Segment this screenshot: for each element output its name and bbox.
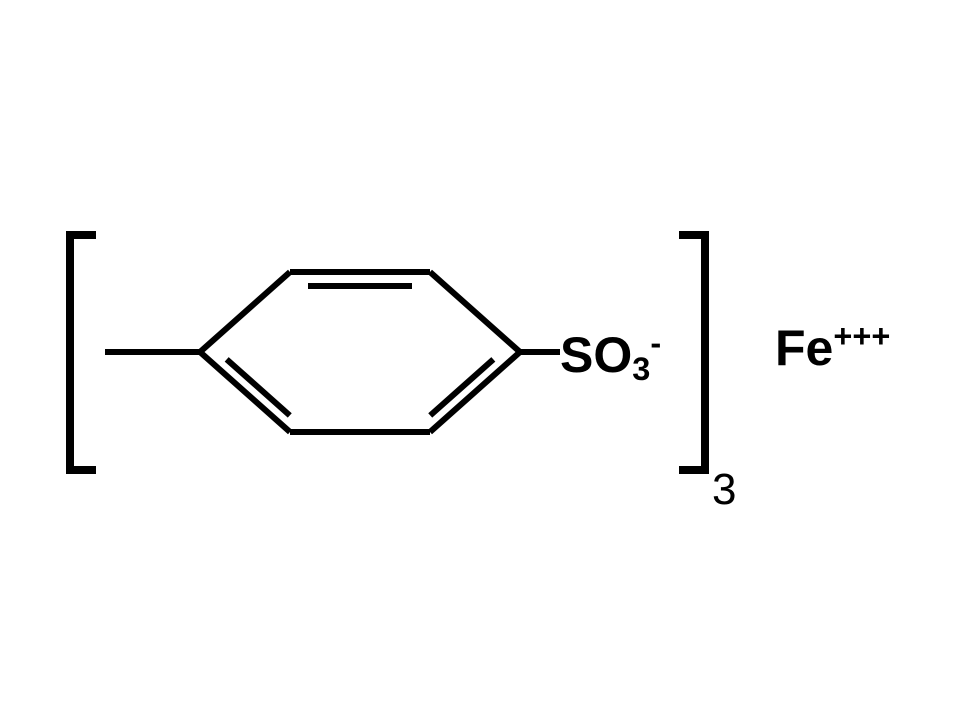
sulfonate-label: SO3- [560,327,661,386]
iron-cation-label: Fe+++ [775,320,890,373]
sulfonate-text-main: SO [560,327,632,383]
cation-text-main: Fe [775,320,833,376]
benzene-bond [430,272,520,352]
right-bracket [683,235,705,470]
left-bracket [70,235,92,470]
cation-charge: +++ [833,318,890,354]
sulfonate-subscript: 3 [632,351,650,387]
sulfonate-charge: - [650,325,661,361]
bracket-subscript-value: 3 [712,465,736,514]
chemical-structure-figure: SO3- 3 Fe+++ [0,0,960,720]
benzene-bond [200,352,290,432]
benzene-bond [430,352,520,432]
bracket-subscript: 3 [712,468,736,512]
benzene-bond [200,272,290,352]
